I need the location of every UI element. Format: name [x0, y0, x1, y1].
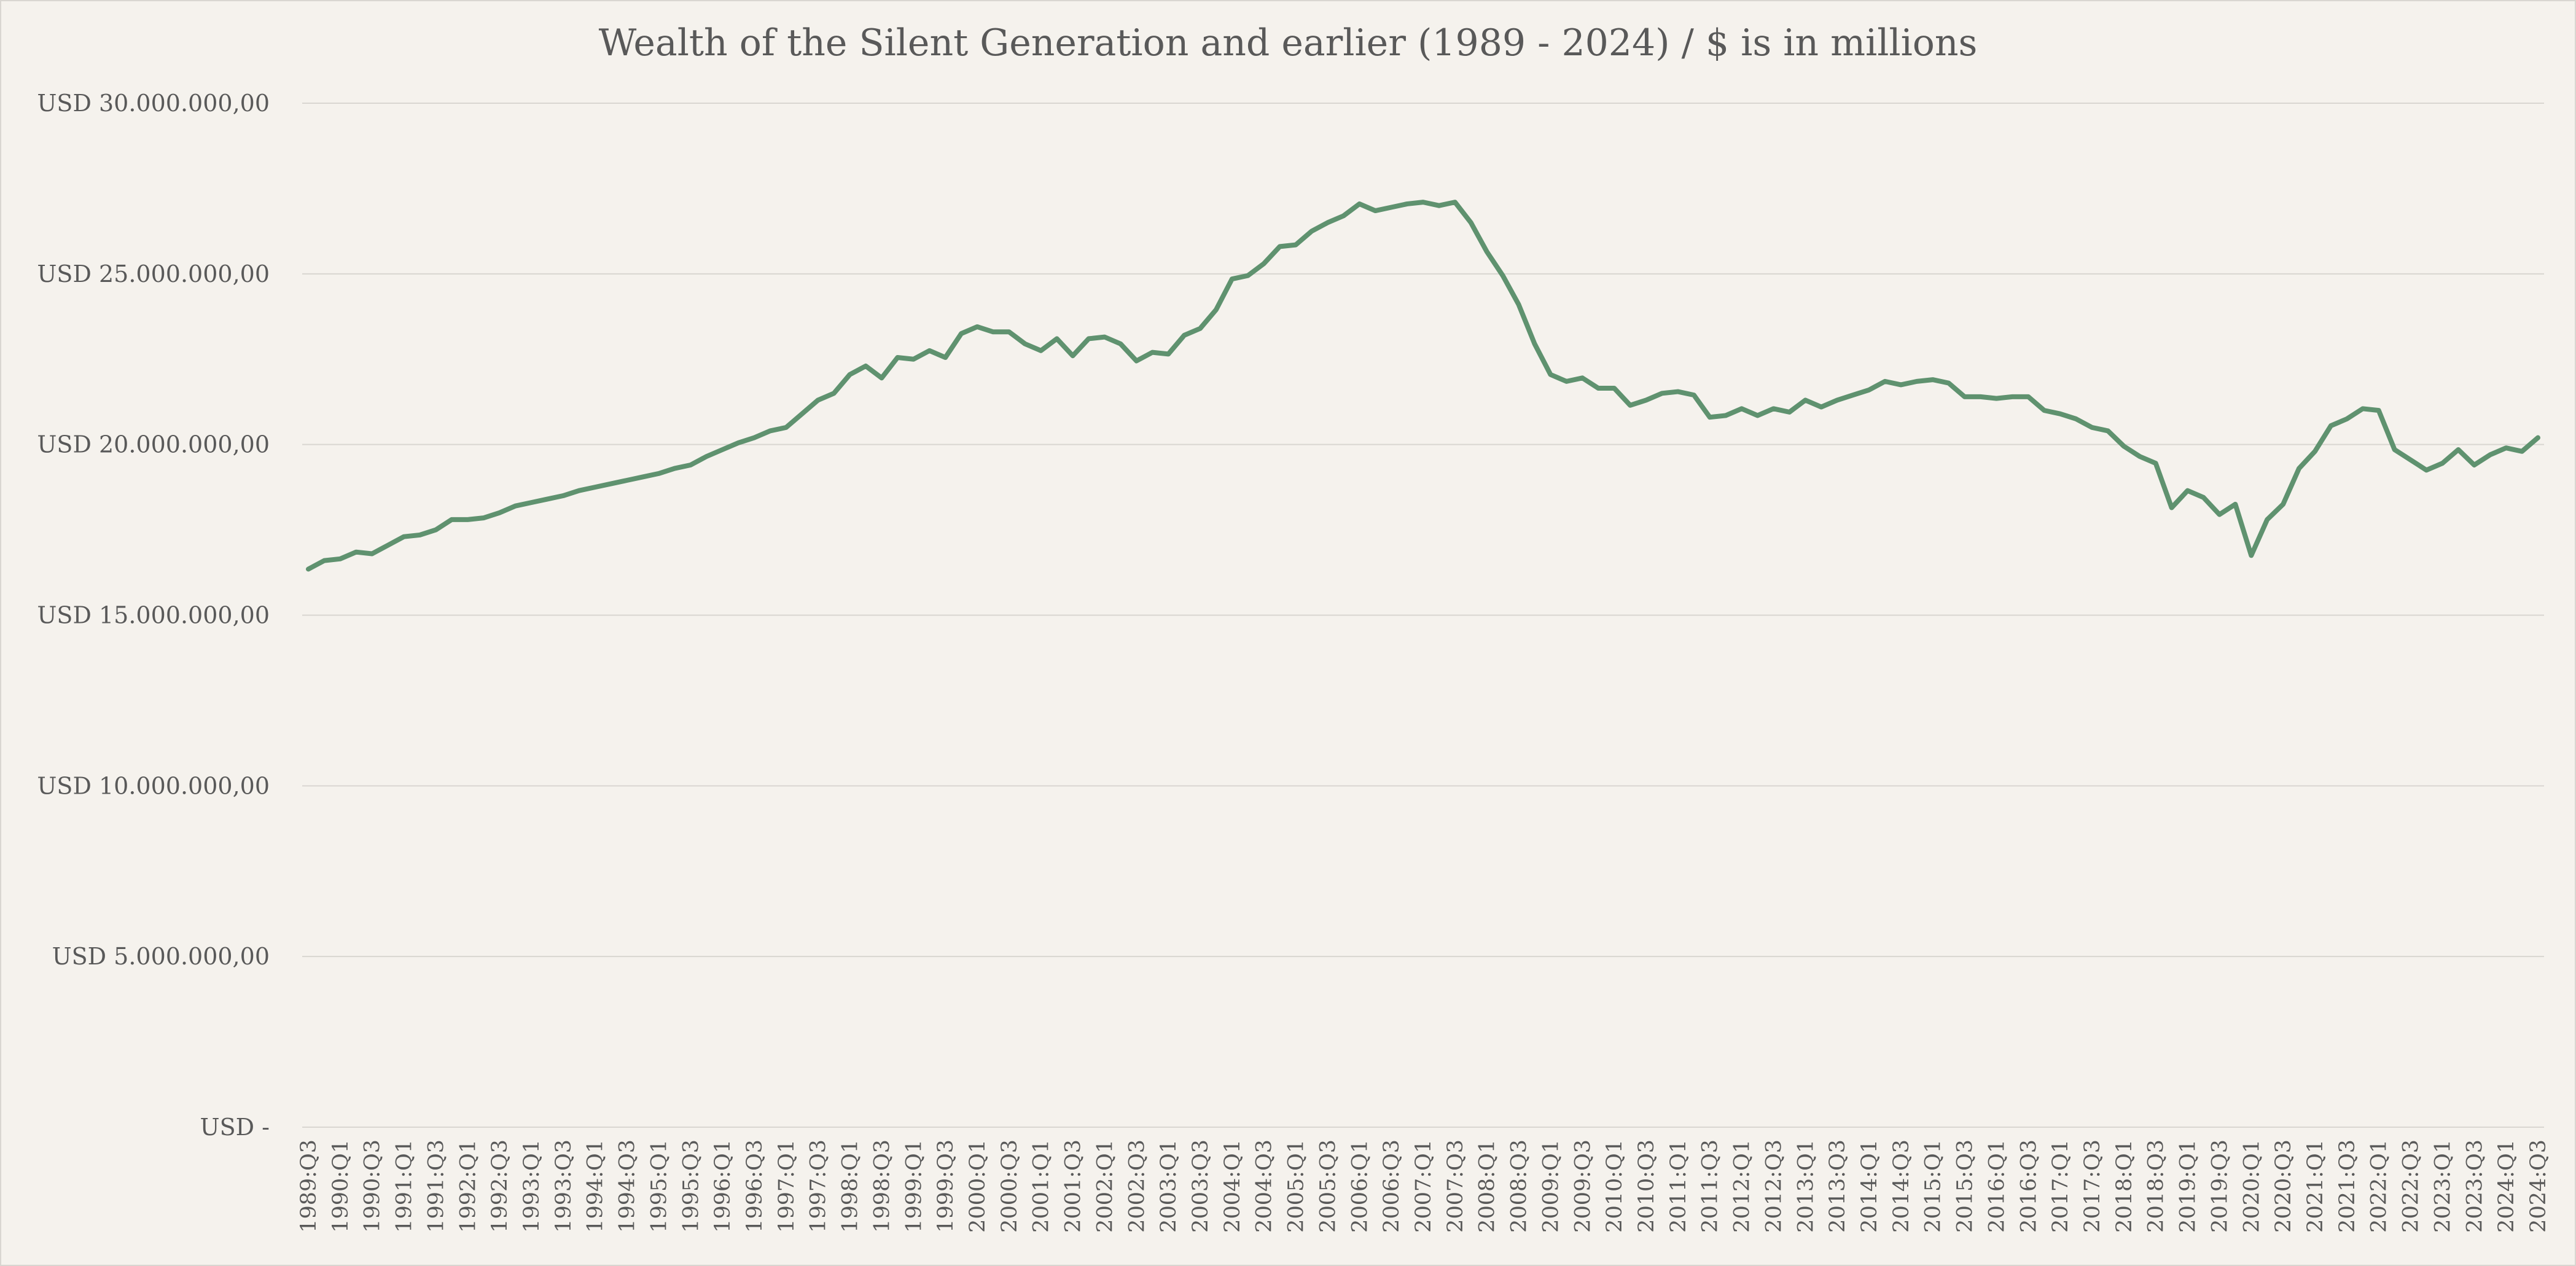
- x-tick-label: 1996:Q3: [743, 1139, 767, 1233]
- y-axis-ticks: USD - USD 5.000.000,00 USD 10.000.000,00 US…: [37, 90, 270, 1141]
- x-tick-label: 2014:Q1: [1857, 1139, 1882, 1233]
- y-tick-label: USD 30.000.000,00: [37, 90, 270, 117]
- series-line: [306, 200, 2540, 572]
- x-tick-label: 1992:Q1: [456, 1139, 480, 1233]
- x-tick-label: 2019:Q1: [2176, 1139, 2201, 1233]
- x-tick-label: 2024:Q1: [2494, 1139, 2519, 1233]
- x-tick-label: 1995:Q3: [679, 1139, 703, 1233]
- chart-title: Wealth of the Silent Generation and earl…: [599, 21, 1978, 64]
- x-tick-label: 2011:Q1: [1666, 1139, 1691, 1233]
- x-tick-label: 2021:Q3: [2335, 1139, 2360, 1233]
- x-tick-label: 2020:Q3: [2271, 1139, 2296, 1233]
- x-tick-label: 1999:Q3: [934, 1139, 958, 1233]
- x-tick-label: 1992:Q3: [488, 1139, 512, 1233]
- x-tick-label: 2005:Q1: [1284, 1139, 1309, 1233]
- x-tick-label: 2003:Q3: [1188, 1139, 1213, 1233]
- x-tick-label: 2005:Q3: [1316, 1139, 1340, 1233]
- x-tick-label: 2022:Q3: [2399, 1139, 2424, 1233]
- x-tick-label: 2016:Q1: [1985, 1139, 2009, 1233]
- gridlines: [302, 103, 2544, 1128]
- x-tick-label: 2007:Q1: [1411, 1139, 1436, 1233]
- x-tick-label: 1996:Q1: [711, 1139, 735, 1233]
- x-tick-label: 2003:Q1: [1157, 1139, 1181, 1233]
- x-tick-label: 2023:Q1: [2430, 1139, 2455, 1233]
- y-tick-label: USD -: [200, 1114, 270, 1141]
- x-tick-label: 1990:Q3: [361, 1139, 385, 1233]
- x-tick-label: 2019:Q3: [2207, 1139, 2232, 1233]
- x-tick-label: 2016:Q3: [2016, 1139, 2041, 1233]
- x-tick-label: 2013:Q1: [1793, 1139, 1818, 1233]
- y-tick-label: USD 20.000.000,00: [37, 431, 270, 458]
- x-tick-label: 2018:Q1: [2112, 1139, 2137, 1233]
- x-tick-label: 2015:Q3: [1953, 1139, 1978, 1233]
- x-tick-label: 1998:Q1: [838, 1139, 863, 1233]
- y-tick-label: USD 15.000.000,00: [37, 602, 270, 629]
- x-tick-label: 2000:Q3: [997, 1139, 1022, 1233]
- x-tick-label: 2007:Q3: [1443, 1139, 1468, 1233]
- y-tick-label: USD 5.000.000,00: [52, 943, 270, 970]
- x-tick-label: 2017:Q3: [2080, 1139, 2105, 1233]
- x-tick-label: 2020:Q1: [2239, 1139, 2264, 1233]
- x-tick-label: 2022:Q1: [2367, 1139, 2392, 1233]
- x-tick-label: 2008:Q1: [1475, 1139, 1500, 1233]
- x-tick-label: 2006:Q3: [1380, 1139, 1404, 1233]
- x-tick-label: 1993:Q3: [552, 1139, 576, 1233]
- x-tick-label: 2011:Q3: [1698, 1139, 1723, 1233]
- y-tick-label: USD 25.000.000,00: [37, 260, 270, 287]
- x-tick-label: 1994:Q1: [584, 1139, 608, 1233]
- x-tick-label: 2009:Q1: [1539, 1139, 1563, 1233]
- x-tick-label: 2012:Q1: [1730, 1139, 1755, 1233]
- x-tick-label: 2008:Q3: [1507, 1139, 1532, 1233]
- x-tick-label: 1989:Q3: [297, 1139, 321, 1233]
- x-tick-label: 2021:Q1: [2303, 1139, 2328, 1233]
- x-tick-label: 1990:Q1: [329, 1139, 353, 1233]
- x-tick-label: 1998:Q3: [870, 1139, 894, 1233]
- x-tick-label: 1991:Q3: [424, 1139, 448, 1233]
- x-tick-label: 2009:Q3: [1571, 1139, 1595, 1233]
- x-tick-label: 2010:Q1: [1602, 1139, 1627, 1233]
- x-tick-label: 2023:Q3: [2462, 1139, 2487, 1233]
- x-tick-label: 2001:Q1: [1029, 1139, 1054, 1233]
- x-axis-ticks: 1989:Q3 1990:Q1 1990:Q3 1991:Q1 1991:Q3 1992:…: [297, 1139, 2551, 1233]
- x-tick-label: 2000:Q1: [966, 1139, 990, 1233]
- x-tick-label: 2004:Q3: [1252, 1139, 1277, 1233]
- x-tick-label: 1997:Q1: [775, 1139, 799, 1233]
- x-tick-label: 2015:Q1: [1921, 1139, 1946, 1233]
- x-tick-label: 1997:Q3: [806, 1139, 831, 1233]
- x-tick-label: 1994:Q3: [615, 1139, 640, 1233]
- x-tick-label: 1991:Q1: [392, 1139, 417, 1233]
- x-tick-label: 2002:Q1: [1093, 1139, 1117, 1233]
- x-tick-label: 2010:Q3: [1634, 1139, 1659, 1233]
- series-layer: [306, 200, 2540, 572]
- x-tick-label: 2014:Q3: [1889, 1139, 1914, 1233]
- x-tick-label: 2004:Q1: [1220, 1139, 1245, 1233]
- y-tick-label: USD 10.000.000,00: [37, 772, 270, 799]
- x-tick-label: 2006:Q1: [1348, 1139, 1372, 1233]
- x-tick-label: 2013:Q3: [1825, 1139, 1850, 1233]
- x-tick-label: 2012:Q3: [1762, 1139, 1786, 1233]
- x-tick-label: 2017:Q1: [2048, 1139, 2073, 1233]
- x-tick-label: 1993:Q1: [520, 1139, 544, 1233]
- x-tick-label: 1995:Q1: [647, 1139, 671, 1233]
- x-tick-label: 2024:Q3: [2526, 1139, 2551, 1233]
- x-tick-label: 2018:Q3: [2144, 1139, 2169, 1233]
- x-tick-label: 2001:Q3: [1061, 1139, 1086, 1233]
- x-tick-label: 1999:Q1: [902, 1139, 926, 1233]
- x-tick-label: 2002:Q3: [1125, 1139, 1149, 1233]
